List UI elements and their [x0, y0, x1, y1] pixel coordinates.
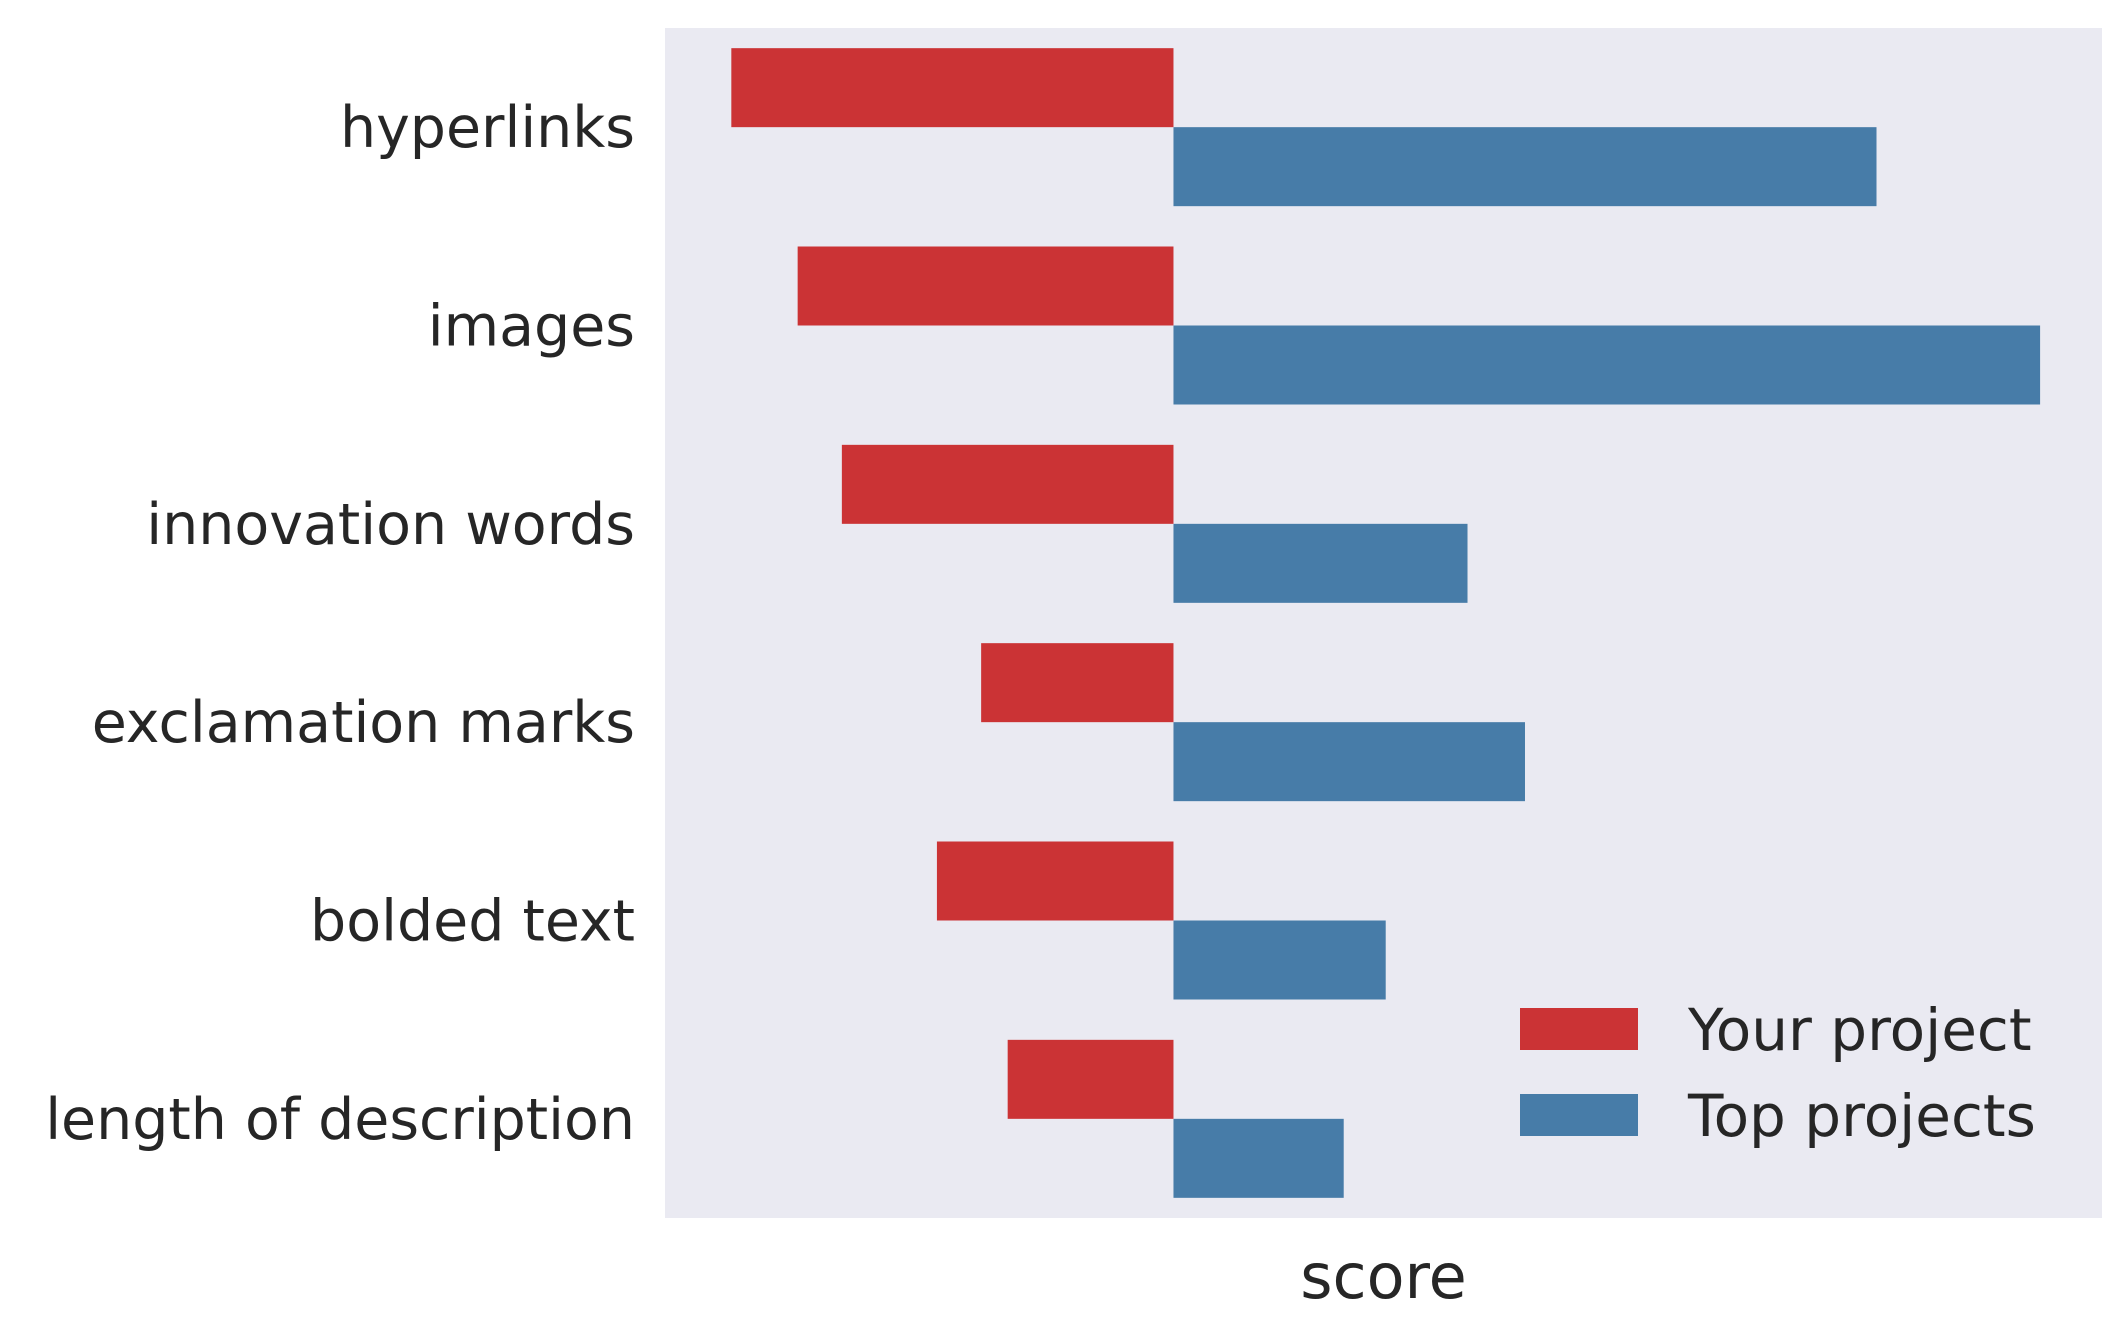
category-label: bolded text [310, 889, 635, 955]
category-label: images [428, 294, 635, 360]
category-label: length of description [45, 1087, 635, 1153]
bar-your-project-exclamation-marks [981, 643, 1174, 723]
plot-area [665, 28, 2102, 1218]
legend-swatch-your-project [1520, 1008, 1638, 1050]
bar-your-project-images [797, 246, 1174, 326]
legend-label-your-project: Your project [1687, 996, 2032, 1064]
bar-top-projects-images [1173, 325, 2041, 405]
category-label: hyperlinks [340, 95, 635, 161]
bar-top-projects-length-of-description [1173, 1118, 1344, 1198]
legend: Your project Top projects [1520, 996, 2036, 1150]
bar-your-project-innovation-words [841, 444, 1174, 524]
bar-top-projects-hyperlinks [1173, 127, 1877, 207]
bar-top-projects-exclamation-marks [1173, 722, 1525, 802]
bars-group [731, 48, 2041, 1198]
legend-label-top-projects: Top projects [1687, 1082, 2036, 1150]
category-label: innovation words [146, 492, 635, 558]
bar-top-projects-innovation-words [1173, 523, 1468, 603]
bar-your-project-length-of-description [1007, 1039, 1174, 1119]
legend-swatch-top-projects [1520, 1094, 1638, 1136]
category-labels: hyperlinks images innovation words exclamat… [45, 95, 635, 1153]
bar-your-project-bolded-text [936, 841, 1174, 921]
bar-top-projects-bolded-text [1173, 920, 1386, 1000]
bar-your-project-hyperlinks [731, 48, 1174, 128]
category-label: exclamation marks [92, 690, 635, 756]
x-axis-label: score [1300, 1240, 1467, 1313]
